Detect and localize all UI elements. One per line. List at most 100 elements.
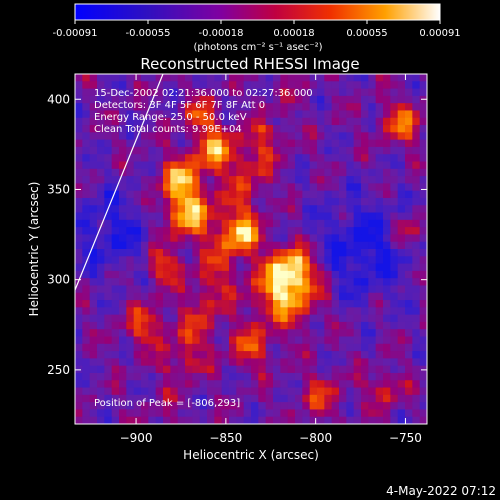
heatmap-cell (375, 307, 384, 316)
heatmap-cell (258, 336, 267, 345)
heatmap-cell (405, 372, 413, 381)
heatmap-cell (243, 183, 252, 192)
heatmap-cell (251, 314, 259, 323)
heatmap-cell (331, 146, 340, 155)
heatmap-cell (207, 168, 215, 177)
heatmap-cell (82, 234, 91, 243)
heatmap-cell (317, 183, 325, 192)
heatmap-cell (397, 183, 406, 192)
heatmap-cell (221, 314, 230, 323)
heatmap-cell (199, 146, 208, 155)
heatmap-cell (295, 263, 303, 272)
heatmap-cell (258, 285, 267, 294)
heatmap-cell (148, 125, 157, 133)
heatmap-cell (280, 212, 289, 221)
heatmap-cell (361, 285, 369, 294)
heatmap-cell (361, 270, 369, 279)
heatmap-cell (405, 197, 413, 206)
heatmap-cell (339, 278, 347, 286)
heatmap-cell (214, 380, 223, 388)
heatmap-cell (221, 343, 230, 352)
heatmap-cell (89, 394, 98, 403)
heatmap-cell (243, 234, 252, 243)
heatmap-cell (141, 139, 149, 148)
heatmap-cell (221, 387, 230, 396)
heatmap-cell (309, 336, 318, 345)
heatmap-cell (280, 95, 289, 104)
heatmap-cell (133, 81, 142, 89)
heatmap-cell (207, 336, 215, 345)
heatmap-cell (126, 88, 135, 97)
heatmap-cell (353, 380, 362, 388)
heatmap-cell (141, 88, 149, 97)
heatmap-cell (368, 270, 377, 279)
heatmap-cell (331, 190, 340, 199)
heatmap-cell (214, 176, 223, 184)
heatmap-cell (339, 117, 347, 126)
heatmap-cell (163, 387, 171, 396)
heatmap-cell (89, 227, 98, 235)
heatmap-cell (75, 416, 83, 424)
heatmap-cell (229, 88, 237, 97)
heatmap-cell (324, 139, 333, 148)
heatmap-cell (317, 380, 325, 388)
heatmap-cell (295, 103, 303, 111)
heatmap-cell (309, 132, 318, 141)
heatmap-cell (368, 329, 377, 337)
heatmap-cell (273, 205, 281, 213)
heatmap-cell (251, 416, 259, 424)
heatmap-cell (309, 88, 318, 97)
heatmap-cell (148, 168, 157, 177)
heatmap-cell (155, 219, 164, 228)
heatmap-cell (368, 161, 377, 170)
heatmap-cell (199, 161, 208, 170)
heatmap-cell (82, 409, 91, 418)
heatmap-cell (287, 161, 296, 170)
heatmap-cell (126, 416, 135, 424)
heatmap-cell (251, 103, 259, 111)
heatmap-cell (163, 365, 171, 374)
heatmap-cell (302, 416, 311, 424)
heatmap-cell (133, 394, 142, 403)
heatmap-cell (126, 219, 135, 228)
heatmap-cell (221, 183, 230, 192)
heatmap-cell (353, 161, 362, 170)
heatmap-cell (111, 387, 120, 396)
heatmap-cell (361, 256, 369, 264)
heatmap-cell (339, 234, 347, 243)
heatmap-cell (207, 263, 215, 272)
heatmap-cell (207, 256, 215, 264)
heatmap-cell (331, 343, 340, 352)
heatmap-cell (148, 402, 157, 410)
heatmap-cell (317, 351, 325, 359)
heatmap-cell (419, 234, 427, 243)
heatmap-cell (119, 154, 127, 162)
heatmap-cell (243, 125, 252, 133)
heatmap-cell (133, 183, 142, 192)
heatmap-cell (243, 197, 252, 206)
heatmap-cell (280, 409, 289, 418)
heatmap-cell (390, 416, 399, 424)
heatmap-cell (317, 278, 325, 286)
heatmap-cell (397, 329, 406, 337)
heatmap-cell (265, 343, 274, 352)
heatmap-cell (361, 161, 369, 170)
heatmap-cell (170, 95, 179, 104)
heatmap-cell (148, 307, 157, 316)
heatmap-cell (236, 416, 245, 424)
heatmap-cell (243, 285, 252, 294)
heatmap-cell (258, 183, 267, 192)
heatmap-cell (82, 81, 91, 89)
heatmap-cell (236, 321, 245, 330)
heatmap-cell (126, 125, 135, 133)
heatmap-cell (295, 343, 303, 352)
heatmap-cell (353, 227, 362, 235)
heatmap-cell (243, 154, 252, 162)
heatmap-cell (89, 409, 98, 418)
heatmap-cell (155, 146, 164, 155)
heatmap-cell (243, 270, 252, 279)
heatmap-cell (148, 146, 157, 155)
heatmap-cell (339, 125, 347, 133)
heatmap-cell (331, 314, 340, 323)
